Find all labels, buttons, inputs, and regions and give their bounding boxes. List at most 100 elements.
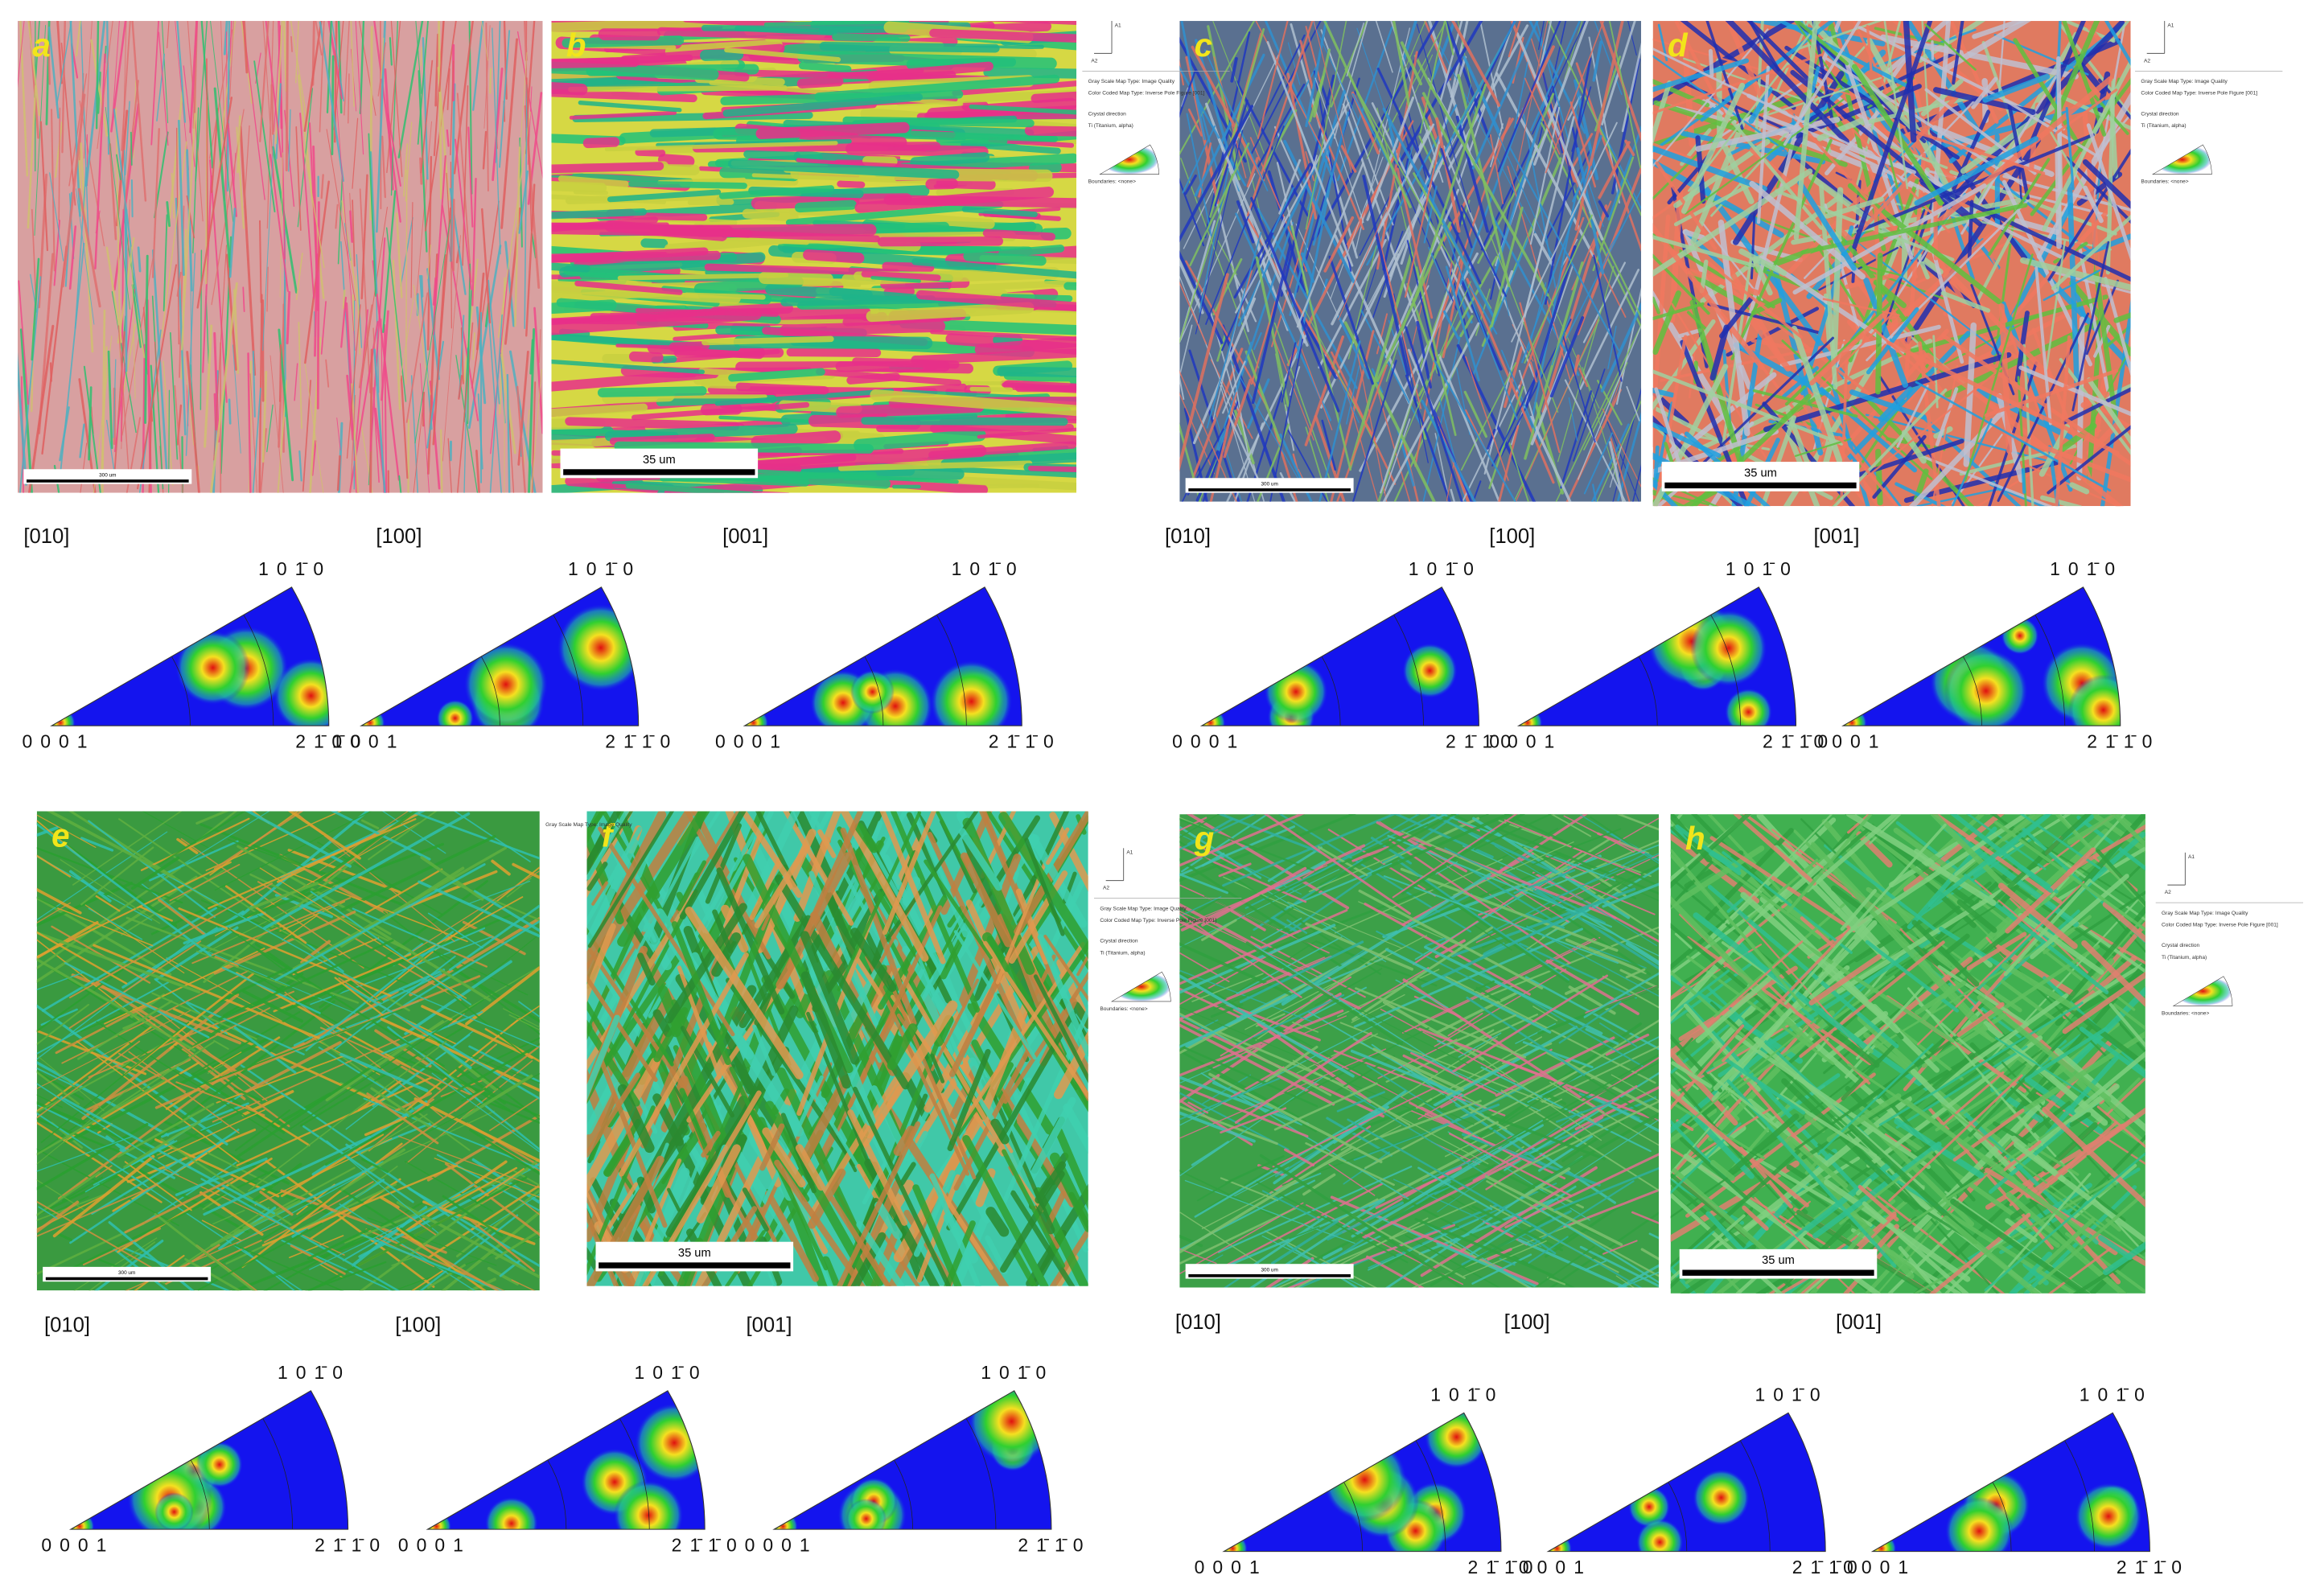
grain <box>1203 895 1277 930</box>
grain <box>551 247 709 263</box>
grain <box>1534 817 1660 891</box>
grain <box>793 811 841 922</box>
grain <box>2042 1106 2145 1208</box>
grain <box>405 169 408 385</box>
grain <box>88 386 93 461</box>
grain <box>586 826 643 927</box>
grain <box>68 870 112 903</box>
ipf-intensity <box>154 1492 194 1530</box>
grain <box>228 398 232 425</box>
grain <box>262 134 275 351</box>
grain <box>266 266 269 312</box>
grain <box>848 905 943 1108</box>
grain <box>1301 316 1338 380</box>
grain <box>195 21 208 182</box>
ipf-label-top: 1 0 1̄ 0 <box>278 1362 344 1383</box>
grain <box>77 187 101 308</box>
grain <box>925 178 958 190</box>
ipf-intensity <box>273 658 329 726</box>
grain <box>265 1159 435 1288</box>
grain <box>64 961 210 1039</box>
ipf-grid <box>1668 1482 1688 1552</box>
grain <box>1794 21 1845 92</box>
grain <box>1235 101 1350 314</box>
grain <box>2055 88 2118 135</box>
grain <box>1943 1215 2041 1294</box>
grain <box>1000 1170 1065 1273</box>
grain <box>1652 302 1705 321</box>
grain <box>1580 911 1660 964</box>
grain <box>930 978 979 1072</box>
direction-label: [001] <box>722 525 768 548</box>
axis-label: A2 <box>1103 886 1109 891</box>
grain <box>1192 297 1257 445</box>
grain <box>45 21 51 125</box>
grain <box>765 284 873 301</box>
grain <box>1875 253 1883 395</box>
grain <box>1740 127 1798 350</box>
grain <box>1445 265 1480 382</box>
grain <box>1565 188 1642 339</box>
grain <box>356 254 363 348</box>
grain <box>1339 380 1360 423</box>
grain <box>1670 1034 1723 1093</box>
grain <box>749 854 784 920</box>
grain <box>380 1010 483 1055</box>
grain <box>1462 845 1516 870</box>
grain <box>1602 882 1660 908</box>
grain <box>58 107 61 221</box>
grain <box>568 84 788 93</box>
grain <box>1472 480 1482 502</box>
grain <box>1381 852 1407 868</box>
grain <box>1560 390 1593 489</box>
grain <box>1355 987 1527 1059</box>
grain <box>1800 916 1836 948</box>
grain <box>163 1168 345 1256</box>
grain <box>115 107 121 358</box>
grain <box>1670 969 1730 1018</box>
grain <box>850 928 897 993</box>
grain <box>1652 388 1675 398</box>
grain <box>1544 844 1660 890</box>
grain <box>1523 1167 1571 1198</box>
grain <box>1471 236 1530 378</box>
grain <box>1216 335 1226 362</box>
grain <box>1672 1168 1775 1260</box>
grain <box>1985 1167 2145 1267</box>
grain <box>1978 891 2109 995</box>
grain <box>763 21 910 27</box>
grain <box>1031 91 1077 103</box>
grain <box>582 137 620 149</box>
grain <box>175 1157 268 1196</box>
grain <box>75 21 81 57</box>
grain <box>1286 919 1308 934</box>
grain <box>794 200 857 213</box>
grain <box>1179 911 1318 977</box>
grain <box>1321 419 1337 471</box>
direction-label: [010] <box>44 1314 90 1337</box>
grain <box>644 923 673 971</box>
grain <box>288 109 291 172</box>
grain <box>1191 45 1265 182</box>
grain <box>1267 170 1306 294</box>
grain <box>1483 942 1505 956</box>
grain <box>1179 1077 1281 1121</box>
grain <box>1179 257 1204 315</box>
grain <box>2047 1247 2112 1294</box>
grain <box>1781 1078 1919 1211</box>
grain <box>1859 1105 2060 1248</box>
grain <box>1281 342 1297 403</box>
grain <box>289 998 485 1130</box>
grain <box>1180 21 1206 141</box>
ipf-grid <box>1321 656 1341 726</box>
grain <box>1179 370 1237 502</box>
grain <box>578 100 682 113</box>
grain <box>2067 814 2116 845</box>
grain <box>411 1269 444 1291</box>
grain <box>1549 1081 1660 1146</box>
grain <box>1670 944 1763 1001</box>
grain <box>1763 352 2012 433</box>
grain <box>625 483 754 493</box>
grain <box>387 113 401 187</box>
axis-label: A1 <box>2188 854 2195 860</box>
